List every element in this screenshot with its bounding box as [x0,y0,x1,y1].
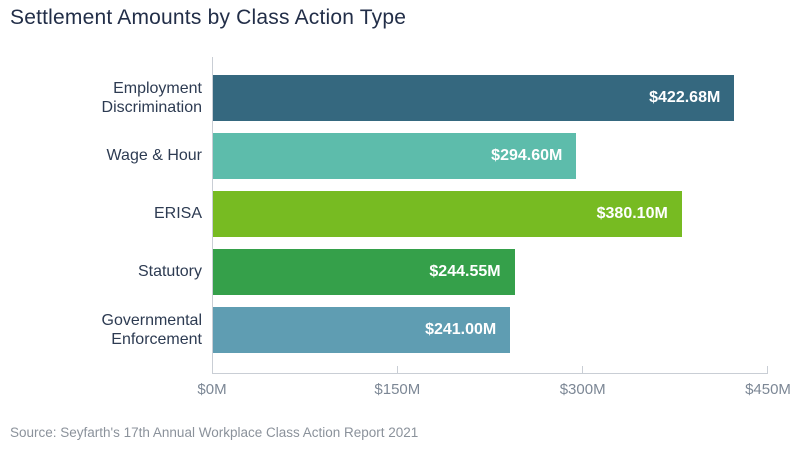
x-axis-tick-label: $0M [197,381,227,398]
category-label-row: Statutory [0,243,212,301]
bar: $294.60M [213,133,577,179]
bar-row: $241.00M [213,301,768,359]
bar: $244.55M [213,249,515,295]
x-axis-tick-label: $300M [559,381,606,398]
x-axis-tick-mark [582,366,583,373]
category-label-row: Employment Discrimination [0,69,212,127]
x-axis-tick-mark [396,366,398,373]
bar-value-label: $380.10M [596,205,668,222]
bar-chart: Employment Discrimination Wage & Hour ERIS… [0,57,800,374]
bar: $241.00M [213,307,511,353]
bar-value-label: $422.68M [649,89,721,106]
bar-value-label: $294.60M [491,147,563,164]
bar: $422.68M [213,75,735,121]
bar-row: $422.68M [213,69,768,127]
bar-row: $380.10M [213,185,768,243]
bar: $380.10M [213,191,682,237]
x-axis: $0M $150M $300M $450M [197,374,791,402]
x-axis-tick-label: $150M [374,381,421,398]
source-attribution: Source: Seyfarth's 17th Annual Workplace… [10,425,419,440]
bar-row: $244.55M [213,243,768,301]
chart-title: Settlement Amounts by Class Action Type [10,6,407,29]
plot-area: $422.68M $294.60M $380.10M $244.55M $241.00M [212,57,768,374]
category-label-row: ERISA [0,185,212,243]
category-label: Statutory [137,263,202,281]
category-axis: Employment Discrimination Wage & Hour ERIS… [0,57,212,374]
category-label: ERISA [153,205,202,223]
x-axis-tick-mark [767,366,768,373]
category-label-row: Wage & Hour [0,127,212,185]
category-label: Employment Discrimination [101,79,202,116]
x-axis-tick-label: $450M [745,381,791,398]
bar-value-label: $241.00M [425,321,497,338]
bar-value-label: $244.55M [429,263,501,280]
bar-row: $294.60M [213,127,768,185]
category-label: Wage & Hour [106,147,202,165]
category-label-row: Governmental Enforcement [0,301,212,359]
category-label: Governmental Enforcement [101,311,203,348]
